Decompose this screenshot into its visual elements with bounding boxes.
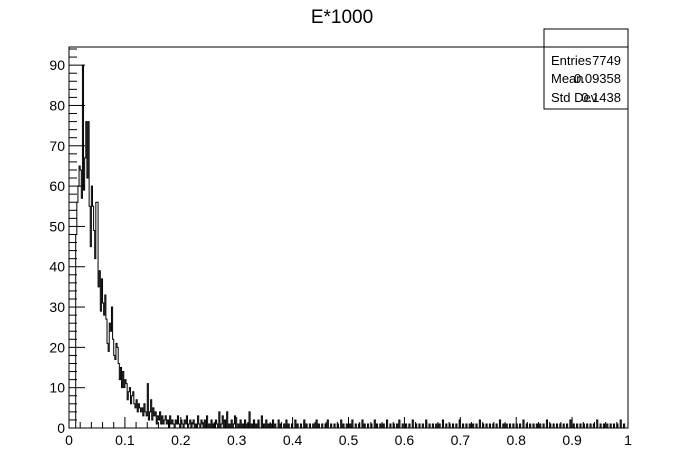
x-tick-label: 0.7: [451, 432, 471, 448]
x-tick-label: 1: [624, 432, 632, 448]
histogram-line: [69, 64, 628, 429]
x-tick-label: 0.2: [171, 432, 191, 448]
y-tick-label: 20: [49, 339, 65, 355]
stats-mean-value: 0.09358: [574, 71, 621, 86]
chart-title: E*1000: [311, 7, 373, 28]
y-tick-label: 40: [49, 259, 65, 275]
y-tick-label: 80: [49, 97, 65, 113]
x-tick-label: 0.1: [115, 432, 135, 448]
y-tick-label: 50: [49, 218, 65, 234]
y-tick-label: 70: [49, 138, 65, 154]
stats-box-frame: [543, 28, 629, 110]
x-tick-label: 0.4: [283, 432, 303, 448]
x-tick-label: 0.8: [506, 432, 526, 448]
y-axis: 0 10 20 30 40 50 60 70 80 90: [49, 48, 85, 436]
stats-entries-value: 7749: [592, 53, 621, 68]
stats-stddev-value: 0.1438: [581, 90, 621, 105]
stats-entries-label: Entries: [551, 53, 592, 68]
stats-stddev-label: Std Dev: [551, 90, 598, 105]
x-tick-label: 0: [65, 432, 73, 448]
x-tick-label: 0.3: [227, 432, 247, 448]
x-tick-label: 0.5: [339, 432, 359, 448]
stats-box: Entries 7749 Mean 0.09358 Std Dev 0.1438: [543, 28, 629, 110]
x-tick-label: 0.6: [395, 432, 415, 448]
x-axis: 0 0.1 0.2 0.3 0.4 0.5 0.6 0.7 0.8 0.9 1: [65, 417, 632, 448]
y-tick-label: 60: [49, 178, 65, 194]
y-tick-label: 10: [49, 380, 65, 396]
y-tick-label: 30: [49, 299, 65, 315]
stats-mean-label: Mean: [551, 71, 584, 86]
y-tick-label: 90: [49, 57, 65, 73]
y-tick-label: 0: [57, 420, 65, 436]
x-tick-label: 0.9: [562, 432, 582, 448]
